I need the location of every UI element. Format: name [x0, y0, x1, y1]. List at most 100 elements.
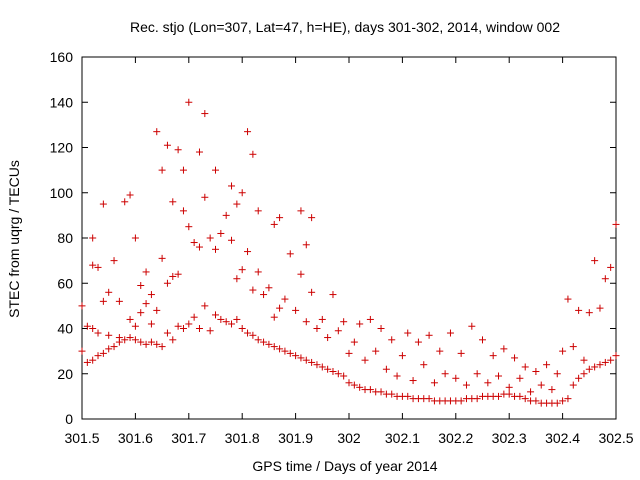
data-point [302, 356, 310, 364]
data-point [121, 336, 129, 344]
data-point [468, 322, 476, 330]
y-axis-ticks: 0 20 40 60 80 100 120 140 160 [50, 49, 616, 427]
data-point [334, 370, 342, 378]
data-point [179, 207, 187, 215]
y-tick-label: 100 [50, 185, 74, 201]
data-point [361, 356, 369, 364]
data-point [94, 263, 102, 271]
data-point [436, 347, 444, 355]
y-tick-label: 0 [65, 411, 73, 427]
data-point [340, 318, 348, 326]
data-point [228, 320, 236, 328]
data-point [201, 110, 209, 118]
data-point [388, 336, 396, 344]
data-point [276, 304, 284, 312]
data-point [78, 347, 86, 355]
data-point [137, 282, 145, 290]
data-point [212, 245, 219, 253]
data-point [356, 320, 364, 328]
data-point [153, 340, 161, 348]
data-point [559, 347, 567, 355]
y-tick-label: 80 [57, 230, 73, 246]
data-point [78, 302, 86, 310]
data-point [217, 229, 225, 237]
data-point [131, 336, 139, 344]
data-point [398, 352, 406, 360]
data-point [179, 325, 187, 332]
data-point [553, 399, 561, 407]
data-point [94, 329, 102, 337]
data-point [350, 381, 358, 389]
data-point [382, 365, 390, 373]
data-point [281, 347, 289, 355]
data-point [126, 315, 134, 323]
data-point [516, 374, 524, 382]
data-point [313, 361, 321, 369]
data-point [238, 325, 246, 332]
data-point [473, 395, 481, 403]
data-point [585, 309, 593, 317]
data-point [495, 372, 503, 380]
data-point [169, 272, 177, 280]
x-tick-label: 301.5 [64, 430, 99, 446]
data-point [228, 182, 236, 190]
y-axis-title: STEC from uqrg / TECUs [6, 160, 22, 318]
data-point [612, 352, 620, 360]
data-point [495, 392, 503, 400]
data-point [591, 363, 599, 371]
data-point [425, 395, 433, 403]
x-axis-ticks: 301.5 301.6 301.7 301.8 301.9 302 302.1 302.2 30… [64, 57, 634, 446]
data-point [115, 297, 123, 305]
data-point [292, 306, 300, 314]
x-tick-label: 302.4 [545, 430, 580, 446]
data-point [543, 361, 551, 369]
data-point [190, 239, 198, 247]
data-point [308, 358, 316, 366]
data-point [163, 279, 171, 287]
data-point [201, 193, 209, 201]
data-point [265, 284, 273, 292]
data-point [345, 379, 353, 387]
data-point [190, 313, 198, 321]
data-point [532, 367, 540, 375]
data-point [169, 198, 177, 206]
data-point [115, 334, 123, 342]
data-point [254, 207, 262, 215]
data-point [372, 347, 380, 355]
data-point [153, 306, 161, 314]
data-point [99, 297, 107, 305]
data-point [505, 390, 513, 398]
data-point [137, 309, 145, 317]
data-point [238, 189, 246, 197]
data-point [89, 261, 97, 269]
data-point [601, 358, 609, 366]
data-point [350, 338, 358, 346]
data-point [366, 315, 374, 323]
y-tick-label: 20 [57, 366, 73, 382]
data-point [99, 349, 107, 357]
data-point [516, 392, 524, 400]
data-point [195, 243, 203, 251]
data-point [158, 343, 166, 351]
data-point [521, 363, 529, 371]
data-point [377, 325, 385, 332]
data-point [281, 295, 289, 303]
data-point [142, 268, 150, 276]
data-point [121, 198, 129, 206]
data-point [318, 315, 326, 323]
data-point [142, 340, 150, 348]
data-point [473, 370, 481, 378]
data-point [324, 365, 332, 373]
data-point [537, 381, 545, 389]
data-point [596, 304, 604, 312]
data-point [260, 338, 268, 346]
data-point [596, 361, 604, 369]
data-point [233, 275, 241, 283]
data-point [356, 383, 364, 391]
data-point [276, 214, 284, 222]
data-point [222, 318, 230, 326]
data-point [420, 361, 428, 369]
data-point [83, 322, 91, 330]
data-point [163, 141, 171, 149]
